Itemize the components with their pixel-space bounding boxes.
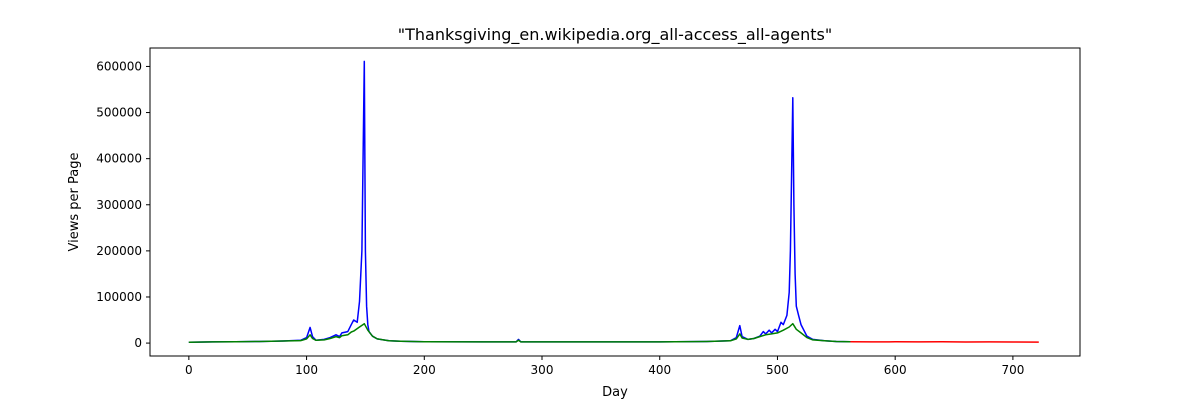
series-line-0 [189,61,851,342]
y-tick-label: 0 [134,336,142,350]
x-tick-label: 100 [295,363,318,377]
y-tick-label: 100000 [96,290,142,304]
x-tick-label: 700 [1001,363,1024,377]
y-tick-label: 500000 [96,106,142,120]
x-tick-label: 500 [766,363,789,377]
x-axis-label: Day [602,385,628,400]
x-tick-label: 200 [413,363,436,377]
plot-frame [150,48,1080,356]
y-tick-label: 300000 [96,198,142,212]
y-tick-label: 200000 [96,244,142,258]
y-tick-label: 400000 [96,152,142,166]
series-line-1 [189,324,851,343]
chart-title: "Thanksgiving_en.wikipedia.org_all-acces… [398,25,832,45]
y-tick-label: 600000 [96,59,142,73]
x-tick-label: 0 [185,363,193,377]
y-axis-label: Views per Page [67,153,82,252]
x-tick-label: 400 [648,363,671,377]
x-tick-label: 600 [884,363,907,377]
x-tick-label: 300 [531,363,554,377]
